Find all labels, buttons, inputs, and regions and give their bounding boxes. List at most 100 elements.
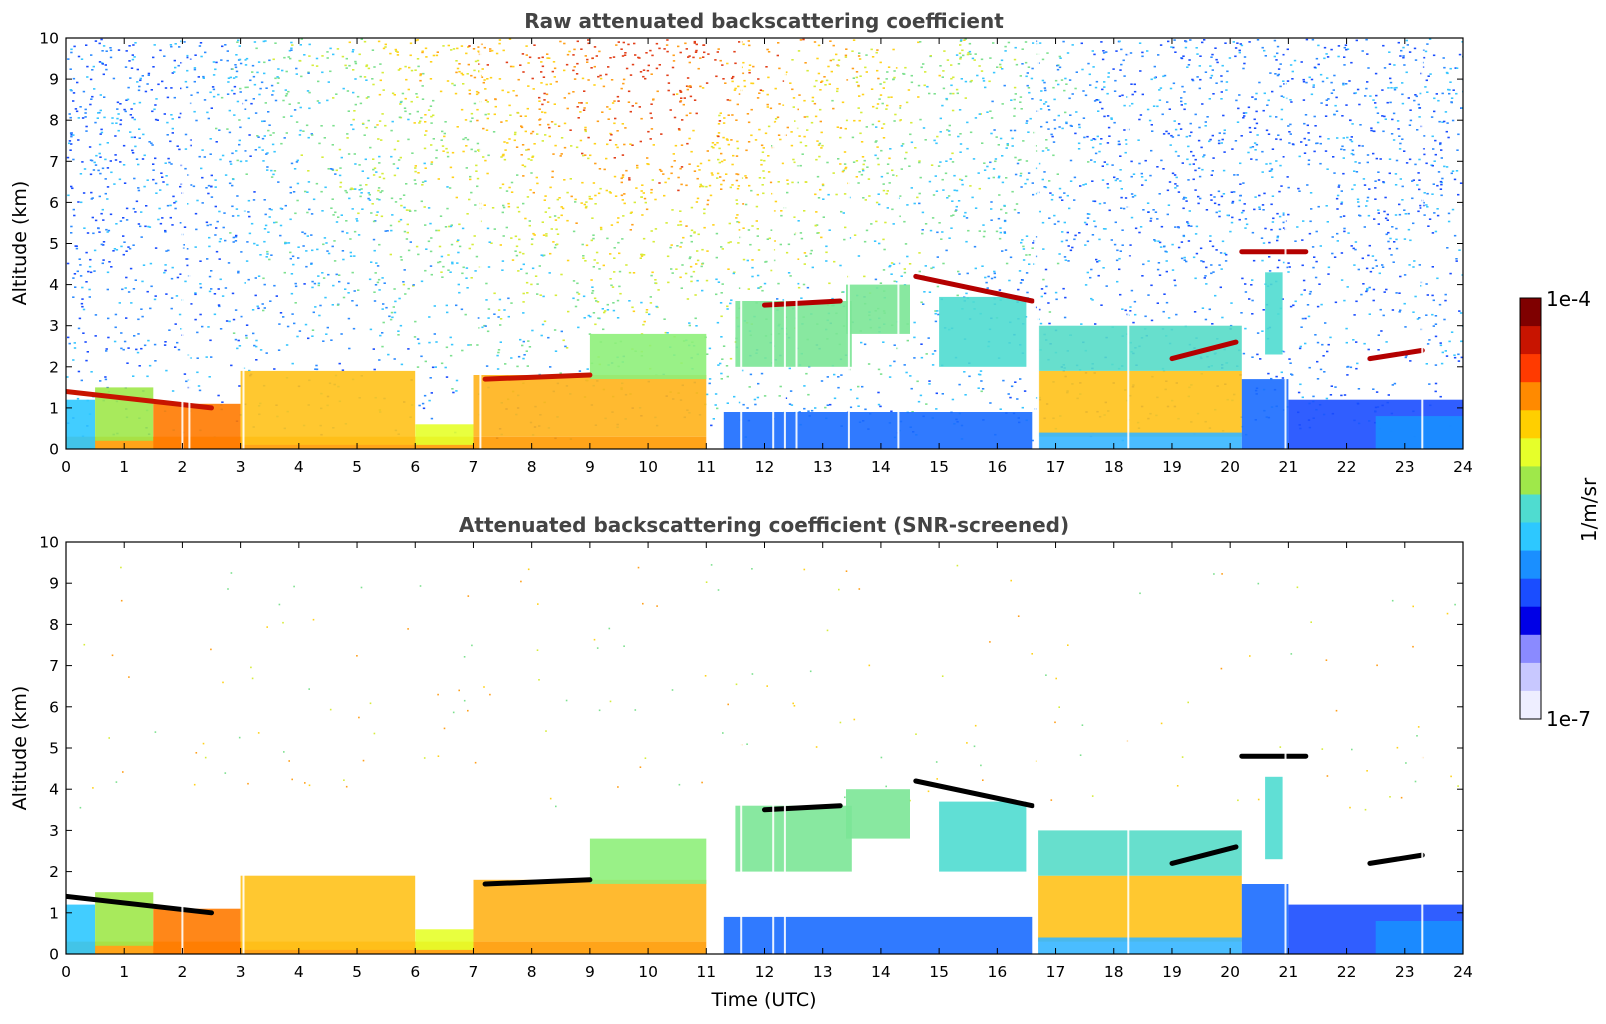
noise-speckle: [989, 402, 992, 404]
noise-speckle: [527, 85, 530, 87]
noise-speckle: [640, 301, 643, 304]
noise-speckle: [625, 264, 628, 266]
noise-speckle: [443, 132, 446, 135]
noise-speckle: [94, 335, 97, 337]
noise-speckle: [1217, 139, 1221, 142]
noise-speckle: [1417, 210, 1420, 213]
noise-speckle: [924, 223, 928, 225]
noise-speckle: [500, 121, 503, 123]
noise-speckle: [1163, 293, 1166, 295]
noise-speckle: [123, 340, 127, 343]
noise-speckle: [471, 117, 474, 119]
noise-speckle: [879, 83, 882, 85]
noise-speckle: [1263, 49, 1266, 52]
noise-speckle: [1333, 74, 1336, 77]
noise-speckle: [1002, 379, 1005, 382]
noise-speckle: [1025, 120, 1029, 122]
noise-speckle: [81, 298, 84, 300]
noise-speckle: [133, 136, 136, 139]
noise-speckle: [1289, 305, 1293, 308]
noise-speckle: [447, 254, 450, 256]
noise-speckle: [545, 83, 548, 86]
noise-speckle: [107, 229, 111, 232]
noise-speckle: [220, 96, 224, 99]
noise-speckle: [189, 139, 192, 141]
noise-speckle: [237, 39, 240, 42]
noise-speckle: [921, 232, 924, 235]
noise-speckle: [645, 52, 648, 54]
noise-speckle: [1087, 62, 1090, 65]
noise-speckle: [298, 330, 302, 332]
noise-speckle: [346, 137, 349, 139]
noise-speckle: [520, 126, 524, 129]
noise-speckle: [548, 272, 551, 274]
noise-speckle: [1425, 283, 1428, 285]
noise-speckle: [1298, 190, 1301, 192]
noise-speckle: [574, 198, 577, 201]
noise-speckle: [1162, 310, 1165, 313]
noise-speckle: [937, 313, 940, 316]
noise-speckle: [1183, 256, 1186, 259]
noise-speckle: [1212, 93, 1215, 95]
noise-speckle: [544, 211, 547, 213]
noise-speckle: [1450, 331, 1454, 333]
noise-speckle: [708, 382, 711, 385]
noise-speckle: [325, 333, 328, 335]
noise-speckle: [1005, 212, 1008, 214]
noise-speckle: [480, 76, 484, 78]
noise-speckle: [238, 139, 241, 142]
noise-speckle: [244, 150, 247, 152]
noise-speckle: [360, 192, 363, 194]
noise-speckle: [248, 134, 251, 136]
noise-speckle: [603, 310, 607, 312]
noise-speckle: [731, 163, 734, 166]
noise-speckle: [1353, 264, 1356, 266]
noise-speckle: [420, 200, 423, 203]
noise-speckle: [513, 139, 516, 142]
noise-speckle: [1380, 330, 1383, 332]
noise-speckle: [1202, 260, 1205, 263]
noise-speckle: [1281, 377, 1285, 379]
noise-speckle: [1414, 94, 1417, 96]
noise-speckle: [935, 408, 938, 410]
noise-speckle: [642, 75, 645, 78]
noise-speckle: [1317, 44, 1320, 47]
noise-speckle: [175, 295, 179, 297]
noise-speckle: [1416, 184, 1419, 186]
noise-speckle: [88, 288, 91, 291]
noise-speckle: [1225, 81, 1229, 83]
noise-speckle: [1091, 180, 1094, 182]
noise-speckle: [679, 220, 682, 223]
noise-speckle: [386, 230, 389, 232]
noise-speckle: [936, 231, 939, 234]
noise-speckle: [1325, 99, 1328, 101]
noise-speckle: [184, 133, 188, 136]
noise-speckle: [357, 212, 360, 215]
noise-speckle: [1044, 101, 1048, 103]
noise-speckle: [542, 234, 546, 236]
noise-speckle: [455, 390, 458, 392]
noise-speckle: [993, 276, 997, 279]
noise-speckle: [1236, 121, 1240, 123]
noise-speckle: [326, 51, 329, 53]
noise-speckle: [736, 187, 740, 190]
noise-speckle: [964, 175, 968, 178]
noise-speckle: [742, 403, 745, 406]
noise-speckle: [1282, 212, 1285, 214]
noise-speckle: [93, 270, 96, 272]
noise-speckle: [1251, 313, 1254, 315]
noise-speckle: [1115, 259, 1119, 262]
noise-speckle: [777, 42, 780, 44]
noise-speckle: [460, 308, 464, 311]
noise-speckle: [745, 177, 748, 179]
noise-speckle: [532, 88, 535, 90]
noise-speckle: [1252, 259, 1256, 262]
noise-speckle: [1326, 56, 1330, 58]
noise-speckle: [1242, 182, 1245, 184]
noise-speckle: [1208, 308, 1211, 311]
noise-speckle: [373, 291, 376, 293]
noise-speckle: [692, 56, 695, 59]
noise-speckle: [497, 309, 501, 311]
noise-speckle: [1434, 364, 1438, 366]
noise-speckle: [1367, 67, 1370, 69]
